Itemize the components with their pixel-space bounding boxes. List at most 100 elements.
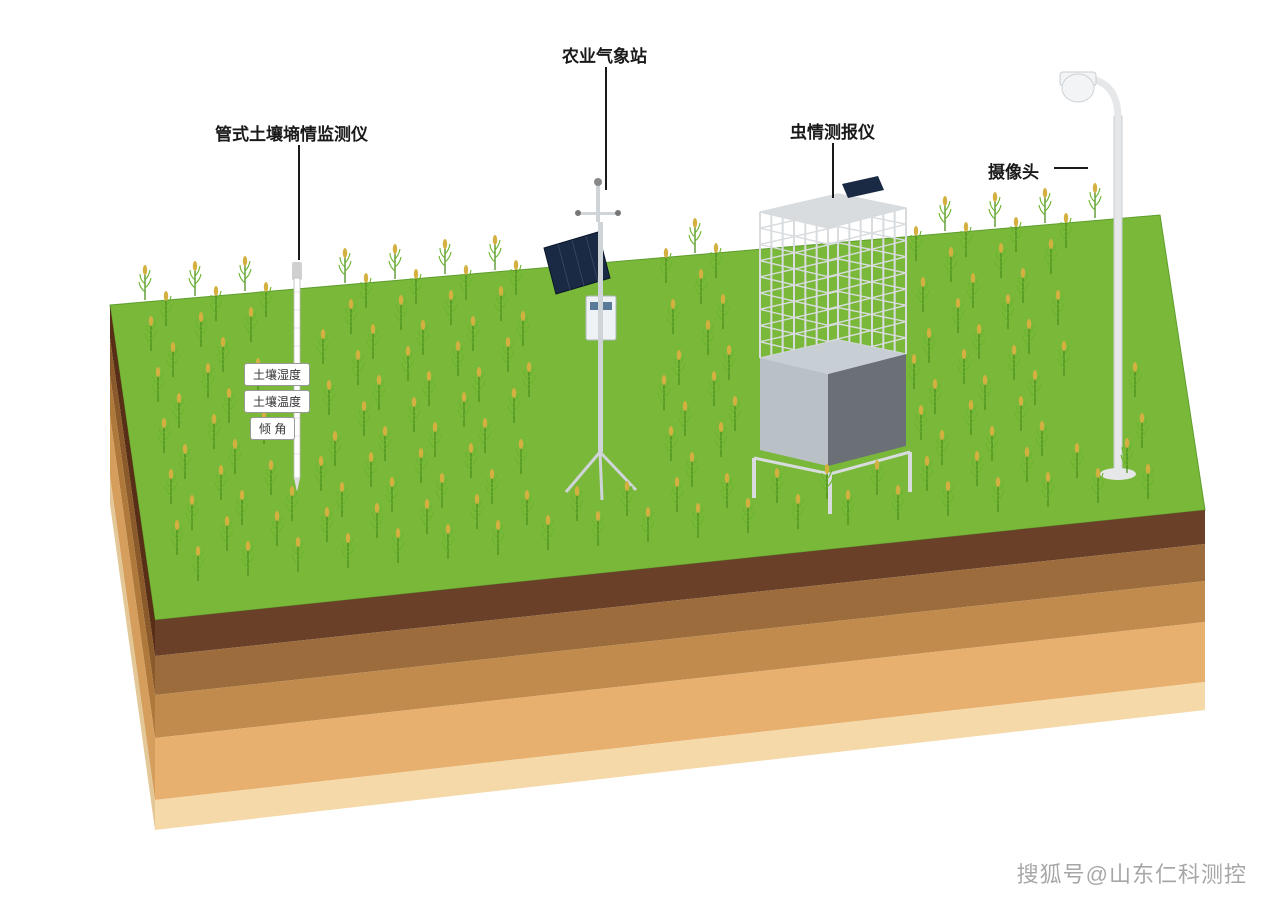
- leader-line: [1054, 167, 1088, 169]
- crop-plant: [372, 374, 386, 410]
- crop-plant: [470, 493, 484, 529]
- crop-plant: [959, 221, 973, 257]
- crop-plant: [357, 400, 371, 436]
- crop-plant: [709, 242, 723, 278]
- crop-plant: [472, 366, 486, 402]
- crop-plant: [1120, 437, 1134, 473]
- crop-plant: [1009, 216, 1023, 252]
- crop-plant: [1001, 293, 1015, 329]
- crop-plant: [485, 468, 499, 504]
- crop-plant: [441, 523, 455, 559]
- crop-plant: [741, 497, 755, 533]
- crop-plant: [966, 272, 980, 308]
- crop-plant: [520, 489, 534, 525]
- crop-plant: [716, 293, 730, 329]
- crop-plant: [164, 468, 178, 504]
- crop-plant: [351, 349, 365, 385]
- crop-plant: [891, 484, 905, 520]
- crop-plant: [841, 489, 855, 525]
- crop-plant: [335, 481, 349, 517]
- crop-plant: [1044, 238, 1058, 274]
- crop-plant: [541, 514, 555, 550]
- crop-plant: [144, 315, 158, 351]
- crop-plant: [1059, 212, 1073, 248]
- crop-plant: [244, 306, 258, 342]
- crop-plant: [770, 467, 784, 503]
- crop-plant: [694, 268, 708, 304]
- crop-plant: [194, 311, 208, 347]
- crop-plant: [151, 366, 165, 402]
- crop-plant: [1014, 395, 1028, 431]
- crop-plant: [157, 417, 171, 453]
- crop-plant: [522, 361, 536, 397]
- crop-plant: [435, 472, 449, 508]
- crop-plant: [222, 387, 236, 423]
- crop-plant: [388, 243, 402, 279]
- crop-plant: [1057, 340, 1071, 376]
- crop-plant: [1020, 446, 1034, 482]
- crop-plant: [1088, 182, 1102, 218]
- crop-plant: [220, 515, 234, 551]
- crop-plant: [938, 195, 952, 231]
- crop-plant: [1035, 420, 1049, 456]
- crop-plant: [494, 285, 508, 321]
- crop-plant: [1141, 463, 1155, 499]
- crop-plant: [185, 494, 199, 530]
- crop-plant: [672, 349, 686, 385]
- crop-plant: [657, 374, 671, 410]
- crop-plant: [416, 319, 430, 355]
- crop-plant: [314, 455, 328, 491]
- crop-plant: [422, 370, 436, 406]
- crop-plant: [457, 391, 471, 427]
- crop-plant: [291, 536, 305, 572]
- crop-plant: [972, 323, 986, 359]
- leader-line: [298, 145, 300, 260]
- crop-plant: [409, 268, 423, 304]
- crop-plant: [401, 345, 415, 381]
- crop-plant: [328, 430, 342, 466]
- crop-plant: [338, 247, 352, 283]
- crop-plant: [491, 519, 505, 555]
- crop-plant: [216, 336, 230, 372]
- crop-plant: [451, 340, 465, 376]
- crop-plant: [178, 443, 192, 479]
- crop-plant: [820, 463, 834, 499]
- crop-plant: [228, 438, 242, 474]
- crop-plant: [922, 327, 936, 363]
- crop-plant: [285, 485, 299, 521]
- crop-plant: [201, 362, 215, 398]
- crop-plant: [720, 472, 734, 508]
- crop-plant: [988, 191, 1002, 227]
- crop-plant: [1135, 412, 1149, 448]
- crop-plant: [1070, 442, 1084, 478]
- crop-plant: [714, 421, 728, 457]
- leader-line: [832, 143, 834, 198]
- crop-plant: [238, 255, 252, 291]
- crop-plant: [991, 476, 1005, 512]
- crop-plant: [791, 493, 805, 529]
- leader-line: [605, 67, 607, 190]
- crop-plant: [459, 264, 473, 300]
- soil-probe-tag: 土壤湿度: [244, 363, 310, 386]
- crop-plant: [641, 506, 655, 542]
- crop-plant: [507, 387, 521, 423]
- crop-plant: [170, 519, 184, 555]
- crop-plant: [322, 379, 336, 415]
- crop-plant: [516, 310, 530, 346]
- crop-plant: [241, 540, 255, 576]
- crop-plant: [478, 417, 492, 453]
- crop-plant: [957, 348, 971, 384]
- crop-plant: [394, 294, 408, 330]
- crop-plant: [1007, 344, 1021, 380]
- crop-plant: [428, 421, 442, 457]
- crop-plant: [159, 290, 173, 326]
- crop-plant: [514, 438, 528, 474]
- crop-plant: [138, 264, 152, 300]
- crop-plant: [364, 451, 378, 487]
- crop-plant: [570, 485, 584, 521]
- crop-plant: [688, 217, 702, 253]
- crop-plant: [444, 289, 458, 325]
- crop-plant: [1038, 187, 1052, 223]
- crop-plant: [501, 336, 515, 372]
- crop-plant: [1091, 467, 1105, 503]
